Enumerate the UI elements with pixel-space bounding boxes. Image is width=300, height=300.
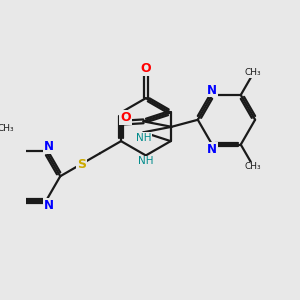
Text: O: O: [120, 111, 130, 124]
Text: N: N: [44, 200, 54, 212]
Text: N: N: [207, 143, 217, 156]
Text: S: S: [77, 158, 86, 170]
Text: NH: NH: [138, 157, 154, 166]
Text: CH₃: CH₃: [245, 162, 261, 171]
Text: O: O: [140, 62, 151, 75]
Text: NH: NH: [136, 133, 151, 143]
Text: N: N: [207, 84, 217, 97]
Text: N: N: [44, 140, 54, 153]
Text: CH₃: CH₃: [0, 124, 14, 133]
Text: CH₃: CH₃: [245, 68, 261, 77]
